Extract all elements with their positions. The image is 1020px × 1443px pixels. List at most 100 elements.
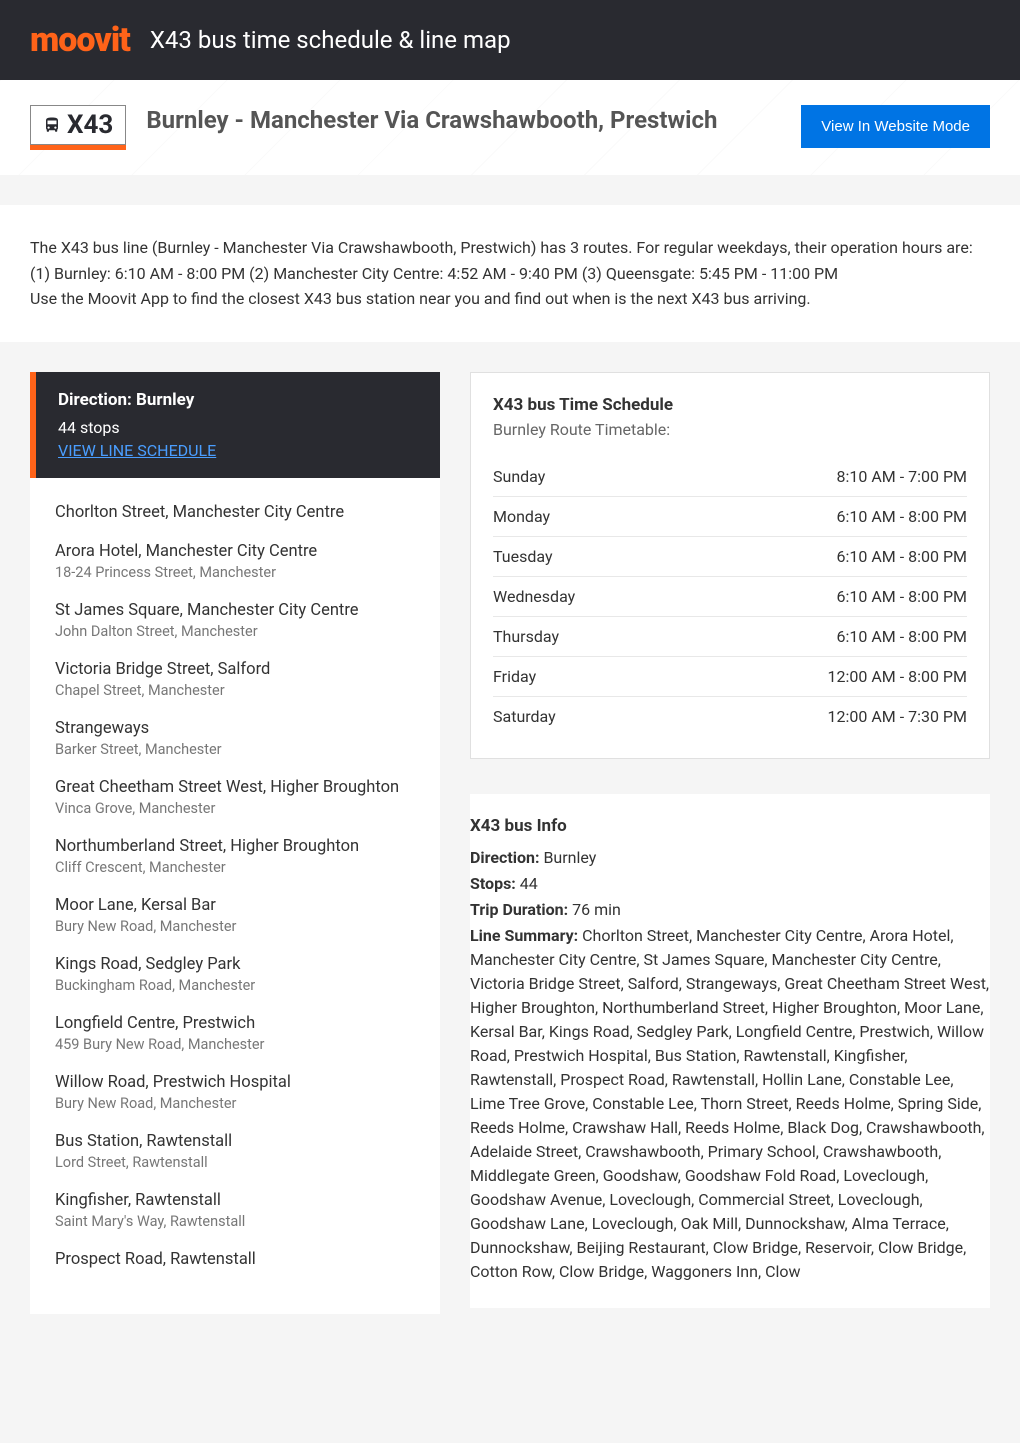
info-duration: Trip Duration: 76 min bbox=[470, 898, 990, 922]
stop-address: Bury New Road, Manchester bbox=[55, 1095, 415, 1112]
info-value: 76 min bbox=[568, 900, 621, 919]
stop-item: Prospect Road, Rawtenstall bbox=[55, 1250, 415, 1269]
route-description: The X43 bus line (Burnley - Manchester V… bbox=[0, 205, 1020, 342]
page-title: X43 bus time schedule & line map bbox=[150, 26, 511, 54]
stop-name: Arora Hotel, Manchester City Centre bbox=[55, 542, 415, 561]
schedule-row: Thursday6:10 AM - 8:00 PM bbox=[493, 616, 967, 656]
stop-name: Kingfisher, Rawtenstall bbox=[55, 1191, 415, 1210]
schedule-day: Tuesday bbox=[493, 536, 669, 576]
stop-name: Northumberland Street, Higher Broughton bbox=[55, 837, 415, 856]
schedule-card: X43 bus Time Schedule Burnley Route Time… bbox=[470, 372, 990, 759]
stop-item: Arora Hotel, Manchester City Centre 18-24… bbox=[55, 542, 415, 581]
route-banner: X43 Burnley - Manchester Via Crawshawboo… bbox=[0, 80, 1020, 175]
info-label: Direction: bbox=[470, 848, 539, 867]
info-body: Direction: Burnley Stops: 44 Trip Durati… bbox=[470, 846, 990, 1284]
stop-address: Bury New Road, Manchester bbox=[55, 918, 415, 935]
stop-item: St James Square, Manchester City Centre J… bbox=[55, 601, 415, 640]
stop-address: 459 Bury New Road, Manchester bbox=[55, 1036, 415, 1053]
stop-item: Longfield Centre, Prestwich 459 Bury New … bbox=[55, 1014, 415, 1053]
schedule-time: 6:10 AM - 8:00 PM bbox=[669, 536, 967, 576]
stop-name: Great Cheetham Street West, Higher Broug… bbox=[55, 778, 415, 797]
badge-underline bbox=[30, 145, 126, 150]
schedule-day: Monday bbox=[493, 496, 669, 536]
info-title: X43 bus Info bbox=[470, 816, 990, 836]
info-value: 44 bbox=[516, 874, 538, 893]
logo: moovit bbox=[30, 20, 130, 60]
stop-name: Willow Road, Prestwich Hospital bbox=[55, 1073, 415, 1092]
stop-item: Chorlton Street, Manchester City Centre bbox=[55, 503, 415, 522]
schedule-row: Monday6:10 AM - 8:00 PM bbox=[493, 496, 967, 536]
stops-count: 44 stops bbox=[58, 418, 418, 437]
stop-address: Saint Mary's Way, Rawtenstall bbox=[55, 1213, 415, 1230]
route-code: X43 bbox=[67, 110, 113, 140]
info-value: Burnley bbox=[539, 848, 596, 867]
stop-item: Willow Road, Prestwich Hospital Bury New … bbox=[55, 1073, 415, 1112]
stop-item: Moor Lane, Kersal Bar Bury New Road, Manc… bbox=[55, 896, 415, 935]
schedule-time: 6:10 AM - 8:00 PM bbox=[669, 496, 967, 536]
schedule-title: X43 bus Time Schedule bbox=[493, 395, 967, 415]
schedule-time: 6:10 AM - 8:00 PM bbox=[669, 576, 967, 616]
schedule-table: Sunday8:10 AM - 7:00 PMMonday6:10 AM - 8… bbox=[493, 457, 967, 736]
schedule-row: Sunday8:10 AM - 7:00 PM bbox=[493, 457, 967, 497]
stop-address: Barker Street, Manchester bbox=[55, 741, 415, 758]
stop-address: Chapel Street, Manchester bbox=[55, 682, 415, 699]
schedule-time: 12:00 AM - 8:00 PM bbox=[669, 656, 967, 696]
stop-item: Great Cheetham Street West, Higher Broug… bbox=[55, 778, 415, 817]
stop-item: Victoria Bridge Street, Salford Chapel St… bbox=[55, 660, 415, 699]
stop-name: Prospect Road, Rawtenstall bbox=[55, 1250, 415, 1269]
stop-address: 18-24 Princess Street, Manchester bbox=[55, 564, 415, 581]
stops-list: Chorlton Street, Manchester City Centre A… bbox=[30, 478, 440, 1314]
route-name: Burnley - Manchester Via Crawshawbooth, … bbox=[146, 105, 781, 135]
info-summary: Line Summary: Chorlton Street, Mancheste… bbox=[470, 924, 990, 1284]
description-line: (1) Burnley: 6:10 AM - 8:00 PM (2) Manch… bbox=[30, 261, 990, 287]
route-badge: X43 bbox=[30, 105, 126, 150]
direction-header: Direction: Burnley 44 stops VIEW LINE SC… bbox=[30, 372, 440, 478]
left-column: Direction: Burnley 44 stops VIEW LINE SC… bbox=[30, 372, 440, 1314]
view-website-button[interactable]: View In Website Mode bbox=[801, 105, 990, 148]
stop-item: Strangeways Barker Street, Manchester bbox=[55, 719, 415, 758]
info-label: Line Summary: bbox=[470, 926, 578, 945]
view-schedule-link[interactable]: VIEW LINE SCHEDULE bbox=[58, 441, 216, 460]
schedule-time: 12:00 AM - 7:30 PM bbox=[669, 696, 967, 736]
stop-item: Kingfisher, Rawtenstall Saint Mary's Way,… bbox=[55, 1191, 415, 1230]
description-line: The X43 bus line (Burnley - Manchester V… bbox=[30, 235, 990, 261]
info-card: X43 bus Info Direction: Burnley Stops: 4… bbox=[470, 794, 990, 1308]
stop-address: John Dalton Street, Manchester bbox=[55, 623, 415, 640]
stop-name: St James Square, Manchester City Centre bbox=[55, 601, 415, 620]
stop-name: Victoria Bridge Street, Salford bbox=[55, 660, 415, 679]
schedule-day: Saturday bbox=[493, 696, 669, 736]
stop-address: Vinca Grove, Manchester bbox=[55, 800, 415, 817]
description-line: Use the Moovit App to find the closest X… bbox=[30, 286, 990, 312]
direction-title: Direction: Burnley bbox=[58, 390, 418, 410]
schedule-day: Sunday bbox=[493, 457, 669, 497]
schedule-row: Saturday12:00 AM - 7:30 PM bbox=[493, 696, 967, 736]
stop-item: Northumberland Street, Higher Broughton C… bbox=[55, 837, 415, 876]
stop-address: Buckingham Road, Manchester bbox=[55, 977, 415, 994]
schedule-time: 8:10 AM - 7:00 PM bbox=[669, 457, 967, 497]
stop-name: Moor Lane, Kersal Bar bbox=[55, 896, 415, 915]
schedule-row: Wednesday6:10 AM - 8:00 PM bbox=[493, 576, 967, 616]
stop-name: Strangeways bbox=[55, 719, 415, 738]
top-header: moovit X43 bus time schedule & line map bbox=[0, 0, 1020, 80]
stop-name: Longfield Centre, Prestwich bbox=[55, 1014, 415, 1033]
info-label: Trip Duration: bbox=[470, 900, 568, 919]
info-label: Stops: bbox=[470, 874, 516, 893]
schedule-subtitle: Burnley Route Timetable: bbox=[493, 420, 967, 439]
stop-name: Bus Station, Rawtenstall bbox=[55, 1132, 415, 1151]
schedule-day: Thursday bbox=[493, 616, 669, 656]
right-column: X43 bus Time Schedule Burnley Route Time… bbox=[470, 372, 990, 1343]
schedule-day: Friday bbox=[493, 656, 669, 696]
stop-item: Kings Road, Sedgley Park Buckingham Road,… bbox=[55, 955, 415, 994]
stop-name: Kings Road, Sedgley Park bbox=[55, 955, 415, 974]
info-value: Chorlton Street, Manchester City Centre,… bbox=[470, 926, 989, 1281]
main-content: Direction: Burnley 44 stops VIEW LINE SC… bbox=[0, 342, 1020, 1373]
stop-item: Bus Station, Rawtenstall Lord Street, Raw… bbox=[55, 1132, 415, 1171]
schedule-day: Wednesday bbox=[493, 576, 669, 616]
stop-address: Cliff Crescent, Manchester bbox=[55, 859, 415, 876]
schedule-time: 6:10 AM - 8:00 PM bbox=[669, 616, 967, 656]
stop-name: Chorlton Street, Manchester City Centre bbox=[55, 503, 415, 522]
stop-address: Lord Street, Rawtenstall bbox=[55, 1154, 415, 1171]
info-stops: Stops: 44 bbox=[470, 872, 990, 896]
bus-icon bbox=[43, 116, 61, 134]
info-direction: Direction: Burnley bbox=[470, 846, 990, 870]
